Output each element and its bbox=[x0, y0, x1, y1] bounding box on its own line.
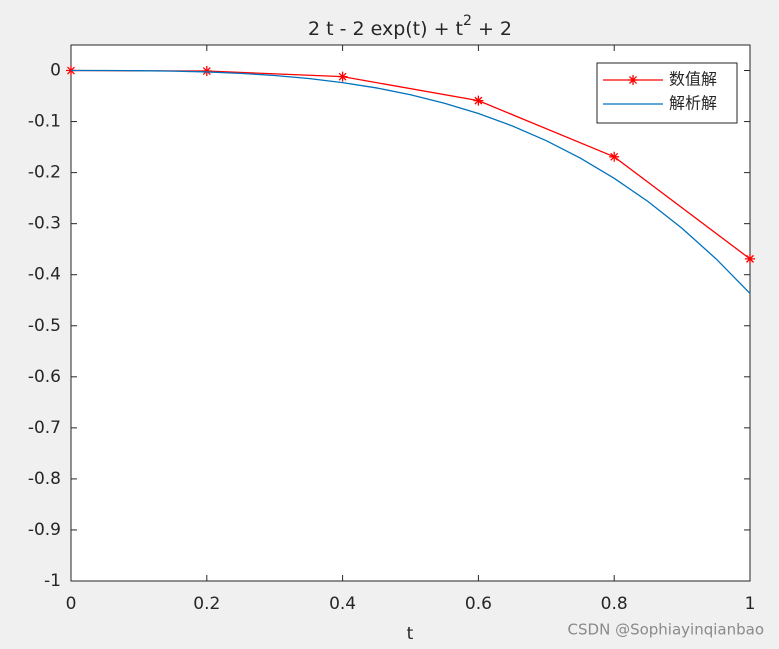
legend-marker bbox=[628, 75, 638, 85]
x-tick-label: 0 bbox=[66, 594, 77, 614]
marker bbox=[337, 71, 348, 82]
series-line bbox=[71, 69, 751, 294]
y-tick-label: -0.7 bbox=[28, 418, 61, 438]
chart-title: 2 t - 2 exp(t) + t2 + 2 bbox=[308, 13, 512, 40]
marker bbox=[201, 66, 212, 77]
marker bbox=[473, 95, 484, 106]
x-tick-label: 0.4 bbox=[329, 594, 356, 614]
axes-background bbox=[71, 45, 750, 581]
y-tick-label: -0.1 bbox=[28, 112, 61, 132]
x-tick-label: 1 bbox=[745, 594, 756, 614]
x-axis-label: t bbox=[407, 624, 414, 644]
title-part: 2 t - 2 exp(t) + t bbox=[308, 18, 463, 40]
x-tick-label: 0.8 bbox=[601, 594, 628, 614]
y-tick-label: -0.5 bbox=[28, 316, 61, 336]
y-tick-label: -0.8 bbox=[28, 469, 61, 489]
legend-box bbox=[596, 62, 738, 124]
title-superscript: 2 bbox=[463, 13, 472, 29]
y-tick-label: -0.2 bbox=[28, 163, 61, 183]
y-tick-label: 0 bbox=[50, 61, 61, 81]
marker bbox=[609, 151, 620, 162]
y-tick-label: -0.9 bbox=[28, 520, 61, 540]
marker bbox=[745, 253, 755, 264]
y-tick-label: -0.4 bbox=[28, 265, 61, 285]
legend-label: 数值解 bbox=[669, 70, 717, 89]
y-tick-label: -0.6 bbox=[28, 367, 61, 387]
watermark: CSDN @Sophiayinqianbao bbox=[568, 621, 764, 639]
y-tick-label: -1 bbox=[44, 571, 61, 591]
y-tick-label: -0.3 bbox=[28, 214, 61, 234]
title-part: + 2 bbox=[472, 18, 512, 40]
x-tick-label: 0.6 bbox=[465, 594, 492, 614]
legend-label: 解析解 bbox=[669, 94, 717, 113]
axes-box bbox=[70, 44, 751, 582]
x-tick-label: 0.2 bbox=[193, 594, 220, 614]
